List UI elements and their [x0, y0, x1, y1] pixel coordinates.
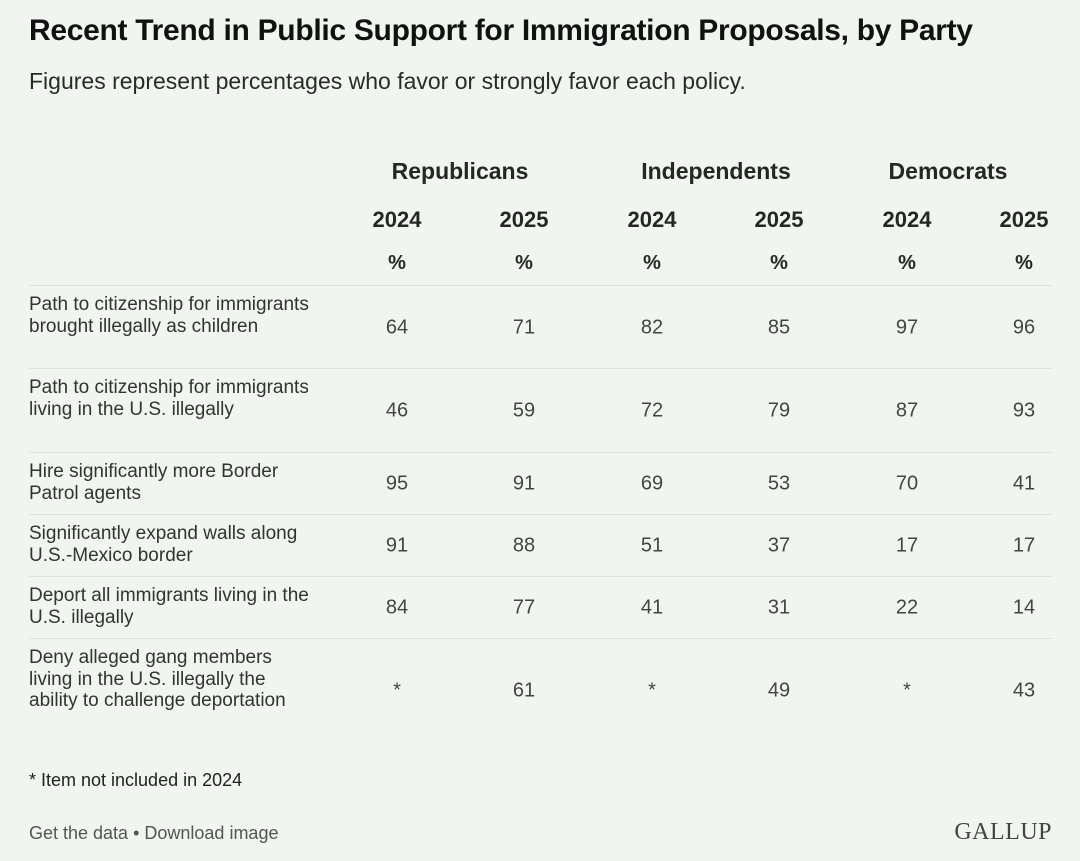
table-cell: 51 — [640, 534, 664, 557]
chart-title: Recent Trend in Public Support for Immig… — [29, 14, 973, 47]
table-cell: 22 — [895, 596, 919, 619]
table-cell: 97 — [895, 316, 919, 338]
get-data-link[interactable]: Get the data — [29, 823, 129, 843]
table-cell: 53 — [767, 472, 791, 495]
chart-subtitle: Figures represent percentages who favor … — [29, 68, 746, 94]
table-cell: 43 — [1012, 679, 1036, 702]
table-cell: * — [648, 679, 656, 702]
table-cell: 85 — [767, 316, 791, 338]
year-header: 2025 — [754, 207, 804, 232]
table-cell: 31 — [767, 596, 791, 619]
table-cell: 91 — [385, 534, 409, 557]
row-label: Path to citizenship for immigrants livin… — [29, 377, 309, 420]
row-label: Path to citizenship for immigrants broug… — [29, 294, 309, 337]
unit-header: % — [643, 252, 661, 274]
download-image-link[interactable]: Download image — [144, 823, 279, 843]
table-cell: 14 — [1012, 596, 1036, 619]
row-label: Deny alleged gang members living in the … — [29, 647, 286, 711]
unit-header: % — [770, 252, 788, 274]
table-row: Deny alleged gang members living in the … — [29, 638, 1052, 743]
table-cell: 59 — [512, 399, 536, 422]
group-header: Independents — [641, 158, 791, 184]
year-header: 2025 — [499, 207, 549, 232]
footer-links: Get the data • Download image — [29, 823, 278, 844]
table-cell: 95 — [385, 472, 409, 495]
year-header: 2024 — [372, 207, 422, 232]
table-cell: 79 — [767, 399, 791, 422]
table-cell: * — [393, 679, 401, 702]
table-cell: 49 — [767, 679, 791, 702]
table-cell: 71 — [512, 316, 536, 338]
table-cell: 82 — [640, 316, 664, 338]
table-cell: 91 — [512, 472, 536, 495]
gallup-logo: GALLUP — [954, 819, 1052, 845]
table-row: Significantly expand walls along U.S.-Me… — [29, 514, 1052, 577]
table-cell: 17 — [1012, 534, 1036, 557]
table-cell: 96 — [1012, 316, 1036, 338]
table-row: Deport all immigrants living in the U.S.… — [29, 576, 1052, 639]
table-cell: 41 — [1012, 472, 1036, 495]
table-cell: 72 — [640, 399, 664, 422]
row-label: Deport all immigrants living in the U.S.… — [29, 585, 309, 628]
table-cell: * — [903, 679, 911, 702]
table-cell: 70 — [895, 472, 919, 495]
group-header: Democrats — [888, 158, 1008, 184]
year-header: 2024 — [882, 207, 932, 232]
table-cell: 46 — [385, 399, 409, 422]
unit-header: % — [388, 252, 406, 274]
table-cell: 84 — [385, 596, 409, 619]
table-cell: 17 — [895, 534, 919, 557]
table-cell: 61 — [512, 679, 536, 702]
table-cell: 37 — [767, 534, 791, 557]
table-row: Hire significantly more Border Patrol ag… — [29, 452, 1052, 515]
table-row: Path to citizenship for immigrants livin… — [29, 368, 1052, 453]
footnote: * Item not included in 2024 — [29, 770, 243, 790]
row-label: Hire significantly more Border Patrol ag… — [29, 461, 279, 504]
table-cell: 93 — [1012, 399, 1036, 422]
table-cell: 69 — [640, 472, 664, 495]
table-cell: 64 — [385, 316, 409, 338]
link-separator: • — [128, 823, 145, 843]
unit-header: % — [515, 252, 533, 274]
group-header: Republicans — [391, 158, 529, 184]
table-row: Path to citizenship for immigrants broug… — [29, 285, 1052, 369]
table-cell: 77 — [512, 596, 536, 619]
table-cell: 87 — [895, 399, 919, 422]
unit-header: % — [1015, 252, 1033, 274]
row-label: Significantly expand walls along U.S.-Me… — [29, 523, 298, 566]
table-cell: 41 — [640, 596, 664, 619]
year-header: 2025 — [999, 207, 1049, 232]
unit-header: % — [898, 252, 916, 274]
table-cell: 88 — [512, 534, 536, 557]
year-header: 2024 — [627, 207, 677, 232]
